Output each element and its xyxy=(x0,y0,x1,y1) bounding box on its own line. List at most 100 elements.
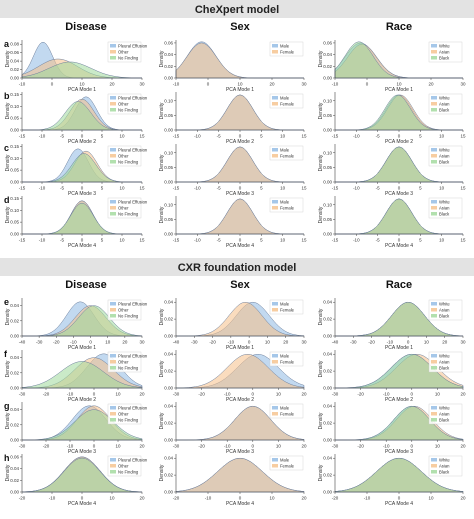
legend-label: Other xyxy=(118,359,129,364)
legend-label: Pleural Effusion xyxy=(118,405,148,410)
legend-label: Pleural Effusion xyxy=(118,457,148,462)
legend-swatch xyxy=(110,148,116,152)
legend-swatch xyxy=(431,44,437,48)
x-axis-label: PCA Mode 2 xyxy=(226,397,254,403)
legend-label: Male xyxy=(280,301,290,306)
x-tick-label: -10 xyxy=(67,392,74,397)
x-tick-label: -15 xyxy=(19,134,26,139)
x-tick-label: 15 xyxy=(460,134,466,139)
y-tick-label: 0.02 xyxy=(164,421,173,426)
y-tick-label: 0.02 xyxy=(10,370,19,375)
x-tick-label: 0 xyxy=(93,392,96,397)
y-axis-label: Density xyxy=(5,50,11,67)
x-tick-label: -15 xyxy=(173,186,180,191)
x-tick-label: 10 xyxy=(109,496,115,501)
legend-box xyxy=(107,455,142,477)
column-header-sex: Sex xyxy=(230,21,250,33)
legend-label: Pleural Effusion xyxy=(118,199,148,204)
x-tick-label: 20 xyxy=(139,496,145,501)
x-axis-label: PCA Mode 4 xyxy=(385,243,413,249)
y-axis-label: Density xyxy=(159,308,165,325)
y-tick-label: 0.10 xyxy=(10,104,19,109)
legend-swatch xyxy=(431,96,437,100)
legend-label: Asian xyxy=(439,463,450,468)
y-tick-label: 0.05 xyxy=(323,113,332,118)
x-axis-label: PCA Mode 4 xyxy=(68,243,96,249)
y-axis-label: Density xyxy=(318,50,324,67)
y-tick-label: 0.04 xyxy=(10,355,19,360)
legend-swatch xyxy=(110,354,116,358)
panel-sex: -15 -10 -5 0 5 10 15 0.00 0.05 0.10 PCA Mode 3 Dens… xyxy=(159,144,307,197)
x-axis-label: PCA Mode 1 xyxy=(226,87,254,93)
x-tick-label: 10 xyxy=(269,496,275,501)
x-tick-label: 0 xyxy=(81,186,84,191)
legend-box xyxy=(107,41,142,63)
x-axis-label: PCA Mode 2 xyxy=(68,397,96,403)
legend-label: Male xyxy=(280,457,290,462)
y-tick-label: 0.02 xyxy=(164,369,173,374)
x-tick-label: 10 xyxy=(280,238,286,243)
x-tick-label: -15 xyxy=(332,186,339,191)
x-tick-label: -15 xyxy=(173,134,180,139)
x-axis-label: PCA Mode 2 xyxy=(385,397,413,403)
x-tick-label: 15 xyxy=(139,186,145,191)
legend-label: Female xyxy=(280,307,295,312)
y-tick-label: 0.10 xyxy=(164,150,173,155)
x-axis-label: PCA Mode 2 xyxy=(68,139,96,145)
x-tick-label: -10 xyxy=(383,444,390,449)
y-tick-label: 0.10 xyxy=(323,202,332,207)
row-letter: a xyxy=(4,39,10,49)
x-axis-label: PCA Mode 1 xyxy=(68,345,96,351)
density-curve xyxy=(21,457,143,493)
y-tick-label: 0.00 xyxy=(323,386,332,391)
y-tick-label: 0.02 xyxy=(164,317,173,322)
x-tick-label: 0 xyxy=(252,392,255,397)
panel-disease: -10 0 10 20 30 0.00 0.02 0.04 0.06 0.08 PCA Mode 1… xyxy=(5,40,148,93)
y-tick-label: 0.00 xyxy=(164,386,173,391)
legend-box xyxy=(107,299,142,321)
x-tick-label: -5 xyxy=(376,134,380,139)
x-axis-label: PCA Mode 2 xyxy=(226,139,254,145)
y-tick-label: 0.02 xyxy=(323,317,332,322)
legend-label: Female xyxy=(280,101,295,106)
x-tick-label: 0 xyxy=(81,496,84,501)
y-tick-label: 0.02 xyxy=(10,422,19,427)
x-tick-label: 30 xyxy=(139,82,145,87)
x-tick-label: -20 xyxy=(198,444,205,449)
y-tick-label: 0.04 xyxy=(10,303,19,308)
x-tick-label: 10 xyxy=(280,134,286,139)
x-tick-label: 5 xyxy=(101,134,104,139)
legend-label: Black xyxy=(439,159,450,164)
legend-box xyxy=(269,351,304,367)
y-axis-label: Density xyxy=(318,154,324,171)
legend-label: Female xyxy=(280,411,295,416)
x-tick-label: 20 xyxy=(442,340,448,345)
legend-box xyxy=(428,403,463,425)
legend-box xyxy=(269,93,304,109)
density-curve xyxy=(22,409,143,441)
legend-swatch xyxy=(272,44,278,48)
legend-swatch xyxy=(431,354,437,358)
row-letter: c xyxy=(4,143,9,153)
x-tick-label: 5 xyxy=(260,186,263,191)
x-tick-label: -10 xyxy=(353,238,360,243)
x-tick-label: 15 xyxy=(301,238,307,243)
x-tick-label: 20 xyxy=(139,392,145,397)
x-tick-label: 0 xyxy=(81,238,84,243)
legend-label: No Finding xyxy=(118,107,139,112)
x-tick-label: 0 xyxy=(366,82,369,87)
x-tick-label: -10 xyxy=(332,82,339,87)
x-tick-label: -20 xyxy=(332,496,339,501)
x-tick-label: 0 xyxy=(411,392,414,397)
x-tick-label: 0 xyxy=(411,444,414,449)
legend-swatch xyxy=(110,160,116,164)
x-axis-label: PCA Mode 4 xyxy=(68,501,96,507)
legend-swatch xyxy=(272,406,278,410)
x-tick-label: 10 xyxy=(439,186,445,191)
x-axis-label: PCA Mode 4 xyxy=(226,501,254,507)
